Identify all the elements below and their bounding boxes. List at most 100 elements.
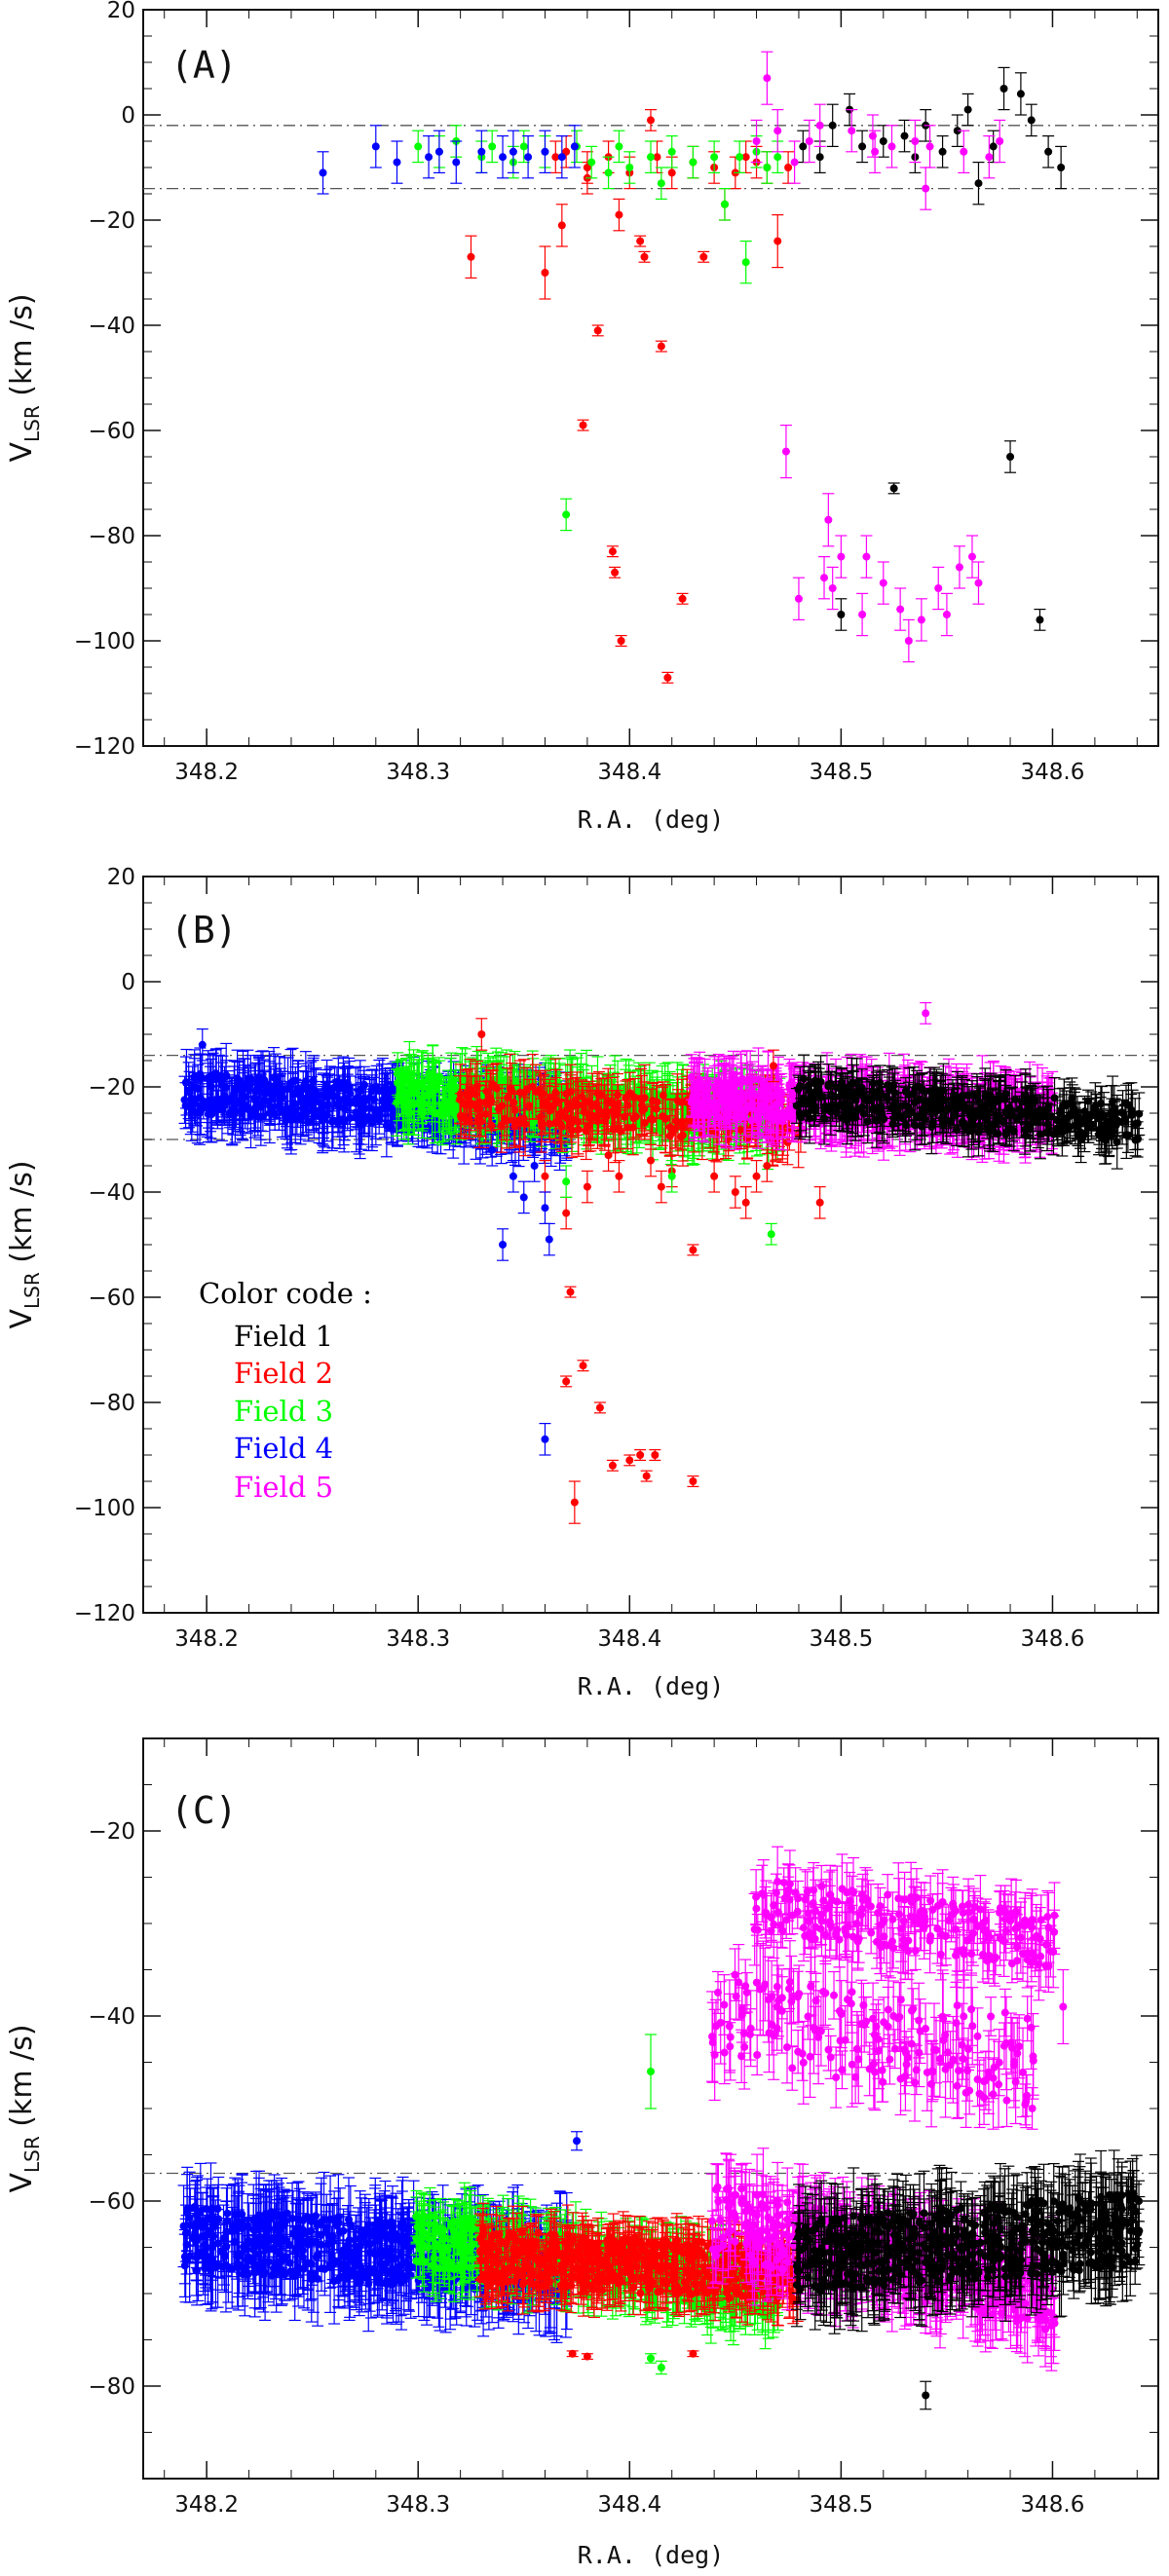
panel-a-plot-area — [143, 51, 1158, 684]
data-point-marker — [541, 147, 549, 156]
data-point — [486, 130, 499, 164]
data-point — [634, 235, 647, 247]
data-point-marker — [434, 147, 443, 156]
data-point — [772, 214, 784, 269]
data-point-marker — [657, 342, 665, 351]
data-point — [577, 419, 589, 431]
data-point — [317, 151, 329, 195]
data-point — [615, 634, 627, 648]
data-point-marker — [752, 137, 761, 145]
data-point — [555, 135, 568, 179]
data-point-marker — [900, 131, 909, 140]
data-point-marker — [519, 142, 528, 151]
data-point-marker — [858, 611, 867, 618]
data-point — [602, 156, 615, 190]
panel-b-ylabel-main: V — [5, 1309, 39, 1329]
data-point-marker — [604, 168, 613, 177]
panel-b-ylabel: VLSR (km /s) — [5, 1160, 44, 1328]
data-point — [994, 119, 1006, 164]
data-point-marker — [773, 127, 782, 135]
data-point-marker — [509, 147, 517, 156]
data-point — [972, 561, 985, 605]
data-point-marker — [922, 184, 930, 193]
data-point-marker — [942, 611, 951, 618]
data-point — [972, 162, 985, 205]
data-point — [860, 535, 873, 579]
series-field-2 — [465, 108, 795, 684]
data-point — [676, 592, 689, 605]
data-point-marker — [985, 153, 994, 162]
data-point-marker — [896, 605, 905, 614]
data-point-marker — [608, 547, 617, 556]
data-point — [962, 93, 974, 127]
data-point-marker — [805, 137, 813, 145]
data-point-marker — [587, 158, 596, 167]
data-point-marker — [467, 252, 475, 261]
data-point-marker — [617, 637, 625, 645]
data-point-marker — [837, 552, 846, 561]
data-point — [998, 66, 1010, 111]
data-point — [539, 130, 551, 173]
data-point-marker — [996, 137, 1004, 145]
data-point-marker — [938, 147, 947, 156]
data-point — [920, 167, 932, 210]
y-tick-label: −60 — [88, 419, 135, 444]
data-point-marker — [323, 1101, 332, 1109]
data-point — [549, 140, 562, 173]
data-point — [1042, 135, 1055, 168]
data-point — [581, 151, 593, 184]
data-point-marker — [611, 568, 620, 577]
data-point — [194, 1080, 207, 1145]
data-point-marker — [689, 158, 698, 167]
data-point — [606, 545, 619, 558]
data-point — [953, 545, 965, 589]
data-point-marker — [790, 158, 799, 167]
data-point-marker — [562, 147, 571, 156]
y-tick-label: 20 — [107, 0, 135, 23]
data-point-marker — [794, 594, 803, 603]
data-point — [856, 130, 869, 164]
data-point — [708, 140, 721, 173]
data-point — [188, 1058, 201, 1117]
x-tick-label: 348.2 — [174, 760, 239, 785]
data-point-marker — [837, 611, 846, 618]
data-point-marker — [925, 142, 934, 151]
data-point-marker — [261, 1097, 270, 1105]
data-point-marker — [710, 153, 719, 162]
data-point — [665, 135, 678, 168]
data-point — [1014, 72, 1027, 116]
data-point-marker — [989, 142, 998, 151]
data-point-marker — [735, 153, 744, 162]
panel-b-xlabel: R.A. (deg) — [578, 1672, 725, 1700]
data-point — [507, 130, 519, 173]
data-point-marker — [354, 1093, 362, 1101]
data-point — [877, 561, 889, 605]
panel-b-plot-area — [143, 1001, 1158, 1524]
data-point-marker — [1036, 616, 1044, 624]
data-point-marker — [338, 1115, 347, 1124]
data-point — [835, 598, 848, 631]
data-point-marker — [319, 168, 327, 177]
series-field-4 — [317, 125, 581, 195]
data-point-marker — [663, 673, 672, 682]
data-point-marker — [879, 579, 887, 587]
data-point — [761, 51, 773, 105]
data-point — [866, 114, 879, 158]
data-point-marker — [227, 1094, 236, 1102]
data-point-marker — [862, 552, 871, 561]
data-point-marker — [593, 326, 602, 335]
data-point — [958, 130, 970, 173]
data-point-marker — [1044, 147, 1053, 156]
data-point-marker — [815, 121, 824, 130]
panel-b: (B) R.A. (deg) VLSR (km /s) Color code :… — [5, 865, 1159, 1700]
legend-title: Color code : — [199, 1277, 372, 1310]
data-point — [739, 241, 752, 284]
panel-a-label: (A) — [170, 44, 238, 87]
data-point-marker — [653, 153, 661, 162]
data-point-marker — [239, 1091, 247, 1100]
data-point-marker — [963, 105, 972, 114]
data-point — [555, 204, 568, 247]
data-point — [779, 425, 792, 479]
data-point — [1055, 145, 1068, 190]
panel-a: (A) R.A. (deg) VLSR (km /s) 348.2 348.3 34… — [5, 0, 1159, 834]
